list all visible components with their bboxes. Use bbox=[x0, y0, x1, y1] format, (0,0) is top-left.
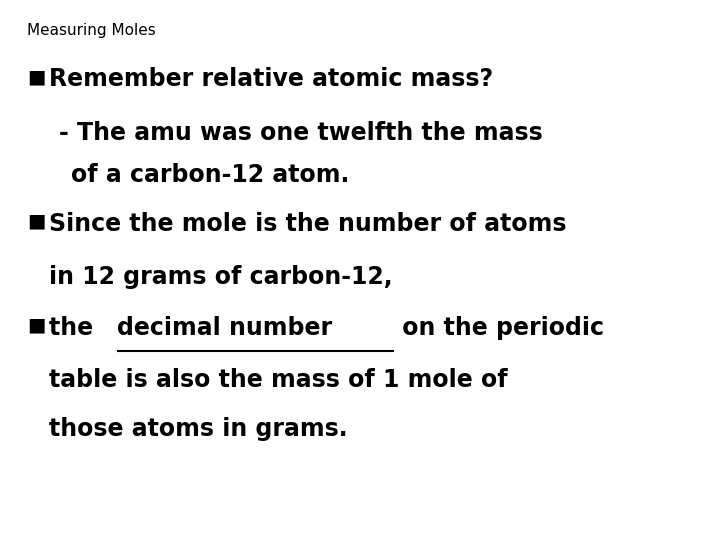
Text: ■: ■ bbox=[27, 316, 46, 335]
Text: - The amu was one twelfth the mass: - The amu was one twelfth the mass bbox=[59, 122, 543, 145]
Text: of a carbon-12 atom.: of a carbon-12 atom. bbox=[71, 163, 349, 187]
Text: those atoms in grams.: those atoms in grams. bbox=[49, 417, 348, 441]
Text: Remember relative atomic mass?: Remember relative atomic mass? bbox=[49, 68, 493, 91]
Text: the: the bbox=[49, 316, 102, 340]
Text: in 12 grams of carbon-12,: in 12 grams of carbon-12, bbox=[49, 265, 392, 288]
Text: decimal number: decimal number bbox=[117, 316, 332, 340]
Text: ■: ■ bbox=[27, 68, 46, 86]
Text: Measuring Moles: Measuring Moles bbox=[27, 23, 156, 38]
Text: ■: ■ bbox=[27, 212, 46, 231]
Text: on the periodic: on the periodic bbox=[394, 316, 604, 340]
Text: Since the mole is the number of atoms: Since the mole is the number of atoms bbox=[49, 212, 567, 235]
Text: table is also the mass of 1 mole of: table is also the mass of 1 mole of bbox=[49, 368, 508, 392]
